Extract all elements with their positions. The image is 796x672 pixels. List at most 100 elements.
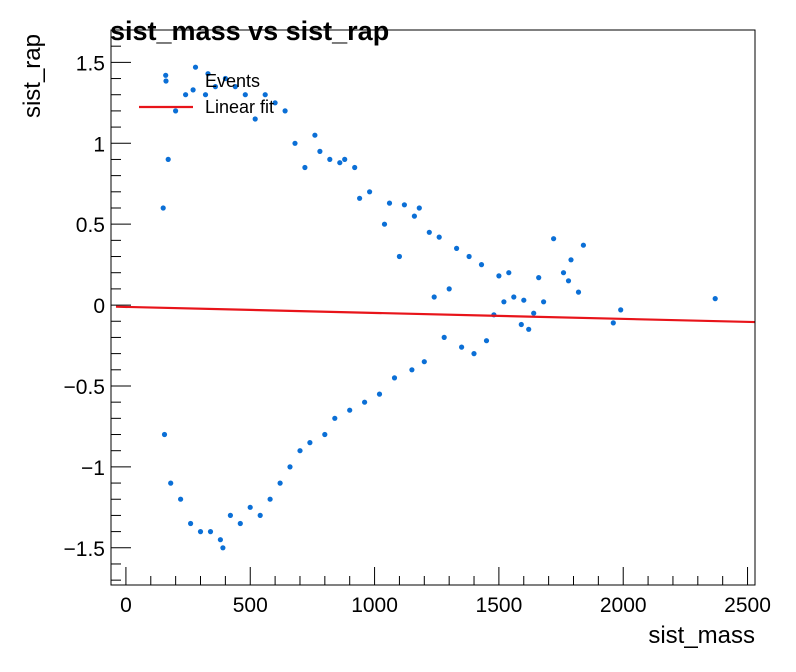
data-point	[257, 512, 263, 519]
data-point	[178, 496, 184, 502]
data-point	[327, 156, 333, 162]
legend-label-fit: Linear fit	[205, 97, 274, 117]
y-axis-label: sist_rap	[19, 34, 46, 118]
data-point	[267, 496, 273, 502]
data-point	[272, 100, 278, 106]
data-point	[357, 195, 363, 201]
data-point	[459, 344, 465, 350]
data-point	[173, 108, 179, 114]
data-point	[183, 92, 189, 98]
data-point	[220, 545, 226, 551]
data-point	[565, 278, 572, 284]
data-point	[518, 321, 524, 328]
data-point	[478, 262, 485, 268]
data-point	[575, 289, 582, 295]
data-point	[342, 156, 348, 162]
data-point	[322, 431, 328, 438]
data-point	[317, 148, 323, 154]
y-tick-label: −1.5	[64, 538, 105, 561]
data-point	[232, 84, 238, 90]
data-point	[337, 160, 343, 166]
data-point	[454, 245, 460, 251]
data-point	[197, 529, 204, 535]
fit-layer	[115, 305, 756, 324]
data-point	[421, 359, 427, 365]
data-point	[446, 286, 452, 292]
legend-label-events: Events	[205, 71, 260, 91]
data-point	[252, 116, 258, 122]
data-point	[541, 299, 547, 305]
data-point	[347, 407, 353, 413]
y-tick-label: 1	[93, 133, 105, 156]
data-point	[381, 221, 388, 227]
data-point	[332, 415, 338, 421]
data-point	[302, 164, 308, 171]
y-tick-label: 0	[93, 295, 105, 318]
data-point	[501, 299, 507, 305]
data-point	[391, 375, 398, 381]
y-tick-label: −1	[81, 457, 105, 480]
x-tick-label: 2500	[724, 594, 771, 617]
data-point	[217, 537, 223, 543]
data-point	[536, 275, 542, 281]
data-point	[237, 520, 243, 527]
data-point	[506, 270, 512, 276]
data-point	[192, 64, 199, 70]
data-point	[247, 504, 253, 510]
data-point	[352, 164, 358, 171]
data-point	[580, 242, 587, 248]
y-axis: −1.5 −1 −0.5 0 0.5 1 1.5	[64, 45, 131, 581]
data-point	[163, 72, 169, 78]
x-tick-label: 2000	[600, 594, 647, 617]
data-point	[618, 307, 624, 313]
data-point	[526, 326, 532, 332]
x-tick-label: 500	[233, 594, 268, 617]
data-point	[287, 464, 293, 470]
fit-line	[115, 305, 756, 324]
data-point	[362, 399, 368, 405]
data-point	[712, 296, 718, 302]
data-point	[297, 448, 303, 454]
data-point	[188, 520, 194, 527]
data-point	[190, 87, 196, 93]
data-point	[222, 75, 228, 82]
data-point	[386, 200, 393, 206]
data-point	[551, 236, 557, 242]
data-point	[483, 338, 490, 344]
data-point	[431, 294, 437, 300]
data-point	[426, 229, 432, 235]
data-point	[471, 351, 477, 357]
data-point	[312, 132, 318, 138]
data-point	[521, 297, 527, 303]
data-point	[367, 189, 373, 195]
y-tick-label: 1.5	[76, 52, 105, 75]
chart-title: sist_mass vs sist_rap	[110, 16, 389, 46]
data-point	[292, 140, 298, 146]
data-point	[466, 253, 472, 260]
data-point	[531, 310, 537, 316]
data-point	[161, 431, 168, 438]
x-tick-label: 1000	[351, 594, 398, 617]
legend: Events Linear fit	[139, 71, 274, 117]
data-point	[277, 480, 283, 486]
y-tick-label: 0.5	[76, 214, 105, 237]
data-point	[207, 529, 214, 535]
x-tick-label: 0	[120, 594, 132, 617]
x-axis: 0 500 1000 1500 2000 2500	[120, 567, 771, 617]
data-point	[242, 92, 248, 98]
data-point	[205, 71, 211, 77]
data-point	[165, 156, 171, 162]
x-axis-label: sist_mass	[648, 622, 755, 649]
data-point	[262, 92, 268, 98]
data-point	[401, 202, 407, 208]
points-layer	[160, 64, 718, 551]
data-point	[409, 367, 415, 373]
data-point	[441, 334, 447, 340]
data-point	[568, 257, 574, 263]
data-point	[610, 320, 616, 326]
data-point	[282, 108, 288, 114]
data-point	[168, 480, 174, 486]
